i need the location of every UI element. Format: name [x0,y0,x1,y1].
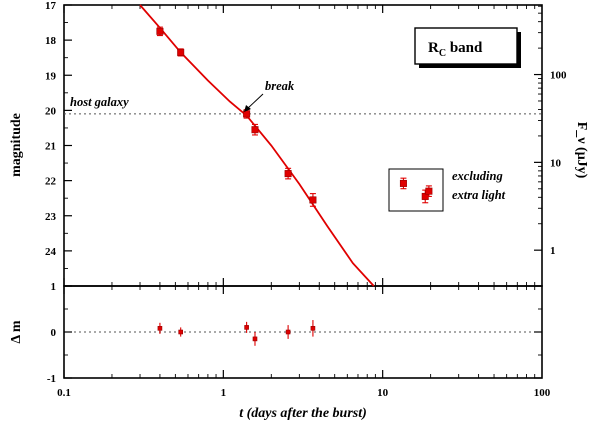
residual-point [157,326,163,331]
y-tick-label: 19 [45,70,57,82]
legend-label: RC band [428,40,483,59]
data-point [177,48,185,56]
residual-point [252,336,258,342]
y-tick-label: 24 [45,246,57,258]
y-axis-title-magnitude: magnitude [9,113,24,177]
break-arrow-shaft [246,93,264,110]
x-tick-label: 0.1 [57,387,71,399]
data-point [309,196,317,204]
y-tick-label: 23 [45,211,57,223]
y2-tick-label: 1 [550,245,556,257]
data-point [284,170,292,178]
y-tick-label: 20 [45,105,57,117]
host-galaxy-label: host galaxy [70,95,129,109]
x-axis-title: t (days after the burst) [239,406,367,421]
y2-tick-label: 100 [550,70,567,82]
axis-ticks [63,4,542,379]
y-tick-label: 21 [45,141,56,153]
reference-lines [64,113,542,333]
excluding-label: excluding [452,169,503,183]
model-curve [139,4,375,287]
y-tick-label: 22 [45,176,57,188]
break-arrowhead [244,105,251,112]
residual-y-tick-label: 0 [51,327,57,339]
excluded-data-point [399,179,407,187]
y-axis-title-delta-m: Δ m [9,320,24,344]
data-point [156,27,164,35]
y-tick-label: 18 [45,35,57,47]
residual-point [310,326,316,331]
data-points [156,26,433,346]
residual-y-tick-label: -1 [47,373,56,385]
residual-point [178,329,183,335]
legend-box [414,27,518,65]
x-tick-label: 10 [377,387,389,399]
extra-light-label: extra light [452,188,506,202]
model-curve-group [139,4,375,287]
y2-tick-label: 10 [550,157,562,169]
y-tick-label: 17 [45,0,57,12]
excluded-points-box [388,168,444,212]
break-label: break [265,79,295,93]
residual-point [285,329,291,335]
data-point [251,126,259,134]
excluded-data-point [425,187,433,195]
residual-point [244,325,249,330]
x-tick-label: 1 [221,387,227,399]
residual-y-tick-label: 1 [51,281,57,293]
x-tick-label: 100 [534,387,551,399]
y2-axis-title-flux: F_ν (μJy) [574,122,589,179]
